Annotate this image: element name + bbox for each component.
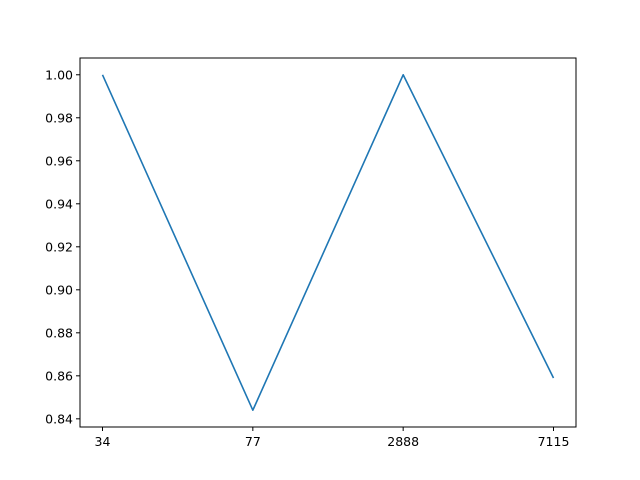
x-tick-label: 34: [95, 434, 111, 449]
y-tick-label: 0.84: [45, 411, 73, 426]
y-axis: 0.84 0.86 0.88 0.90 0.92 0.94 0.96 0.98 1.00: [45, 67, 80, 426]
y-tick-label: 0.86: [45, 368, 73, 383]
series-line-1: [101, 73, 555, 412]
x-axis: 34 77 2888 7115: [95, 427, 570, 449]
y-tick-label: 0.90: [45, 282, 73, 297]
axes-frame: [79, 57, 577, 428]
y-tick-label: 0.96: [45, 153, 73, 168]
x-tick-label: 2888: [387, 434, 419, 449]
y-tick-label: 0.94: [45, 196, 73, 211]
x-tick-label: 7115: [538, 434, 570, 449]
y-tick-label: 1.00: [45, 67, 73, 82]
y-tick-label: 0.88: [45, 325, 73, 340]
y-tick-label: 0.92: [45, 239, 73, 254]
series-layer: [101, 73, 555, 412]
x-tick-label: 77: [245, 434, 261, 449]
y-tick-label: 0.98: [45, 110, 73, 125]
